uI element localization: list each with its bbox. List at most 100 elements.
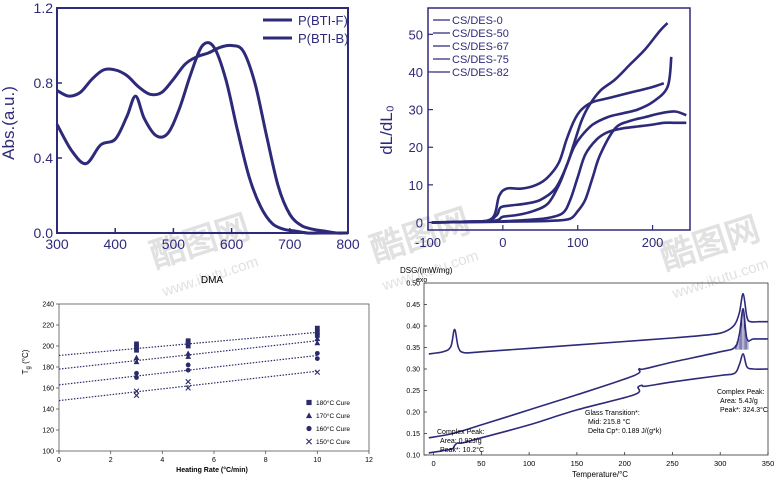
y-axis-label: dL/dL₀ [377,105,396,155]
x-tick-label: 400 [104,236,128,252]
data-point [134,341,139,347]
x-tick-label: 0 [499,235,506,250]
legend: CS/DES-0 CS/DES-50 CS/DES-67 CS/DES-75 C… [433,15,509,79]
y-tick-label: 100 [42,449,54,456]
legend-label: CS/DES-50 [452,28,509,40]
legend-label: CS/DES-0 [452,15,503,27]
x-tick-label: 100 [523,459,536,468]
watermark-3: 酷图网 www.ikutu.com [656,210,771,303]
data-point [314,339,321,346]
annotation-peak-2: Complex Peak: Area: 5.4J/g Peak*: 324.3°… [717,389,768,414]
data-point [134,347,139,353]
annotation-line: Area: 5.4J/g [720,398,758,405]
plot-frame [56,7,349,234]
x-tick-label: -100 [415,235,441,250]
data-point [185,378,191,385]
plot-area: 0 2 4 6 8 10 12 100 120 140 160 180 200 220 240 [42,302,373,465]
y-axis-label-main: T [21,369,30,374]
dsc-curve-2 [428,307,768,439]
series-line-4 [431,121,687,224]
x-tick-label: 200 [642,235,664,250]
series-line-1 [55,41,348,235]
legend-label: 160°C Cure [316,425,350,433]
annotation-line: Peak*: 324.3°C [720,406,768,414]
data-point [314,369,321,376]
x-tick-label: 500 [162,236,186,252]
data-point [185,362,191,368]
data-point [306,438,312,445]
x-tick-label: 12 [365,457,373,464]
annotation-title: Glass Transition*: [585,410,640,417]
annotation-title: Complex Peak: [717,389,765,396]
data-point [185,367,191,373]
annotation-peak-1: Complex Peak: Area: 0.92J/g Peak*: 10.2°… [437,429,485,454]
data-point [306,425,312,432]
plot-area: -100 0 100 200 0 10 20 30 40 50 [409,7,691,250]
y-tick-label: 20 [409,140,423,155]
data-point [134,375,139,380]
dsc-curve-1 [428,292,768,355]
x-tick-label: 0 [57,457,61,464]
y-tick-label: 0 [416,215,423,230]
y-tick-label: 0.0 [34,225,54,241]
x-axis-label: Heating Rate (°C/min) [176,466,248,474]
legend-label: P(BTI-F) [298,13,348,28]
y-axis-label: Tg (°C) [21,349,32,374]
exo-label: exo [416,277,427,284]
legend-label: CS/DES-75 [452,54,509,66]
data-point [134,344,139,350]
x-tick-label: 100 [567,235,589,250]
watermark-1: 酷图网 www.ikutu.com [146,208,261,301]
y-tick-label: 200 [42,344,54,351]
data-point [133,388,140,394]
x-tick-label: 6 [212,457,216,464]
plot-area: 0 50 100 150 200 250 300 350 0.10 0.15 0.20 0.25 0.3… [406,281,774,469]
data-point [314,335,321,342]
data-point [314,325,320,331]
annotation-line: Delta Cp*: 0.189 J/(g*k) [588,428,662,435]
chart-absorbance: 300 400 500 600 700 800 0.0 0.4 0.8 1.2 Abs.(a.u.… [0,0,360,252]
y-tick-label: 120 [42,428,54,435]
series-line-1 [431,22,669,224]
series-line-3 [431,56,673,224]
y-tick-label: 0.50 [406,281,420,288]
y-tick-label: 160 [42,386,54,393]
series-line-5 [431,110,687,224]
y-tick-label: 240 [42,302,54,309]
legend: 180°C Cure 170°C Cure 160°C Cure 150°C Cure [305,399,350,446]
data-point [314,333,320,338]
y-tick-label: 180 [42,365,54,372]
y-tick-label: 0.35 [406,345,420,352]
data-point [133,354,140,360]
annotation-line: Peak*: 10.2°C [440,446,484,454]
y-tick-label: 0.20 [406,410,420,417]
y-tick-label: 0.10 [406,453,420,460]
data-point [185,338,191,344]
y-tick-label: 0.40 [406,324,420,331]
chart-title: DMA [201,275,224,286]
legend-label: 170°C Cure [316,412,350,420]
chart-dma: 0 2 4 6 8 10 12 100 120 140 160 180 200 220 240 DMA He… [21,275,373,474]
y-tick-label: 0.30 [406,367,420,374]
x-tick-label: 800 [336,236,360,252]
x-tick-label: 700 [278,236,302,252]
data-point [314,350,320,356]
y-tick-label: 0.8 [34,75,54,91]
x-tick-label: 50 [477,459,485,468]
x-tick-label: 4 [160,457,164,464]
x-tick-label: 200 [618,459,631,468]
y-tick-label: 140 [42,407,54,414]
annotation-title: Complex Peak: [437,429,485,436]
legend: P(BTI-F) P(BTI-B) [263,13,349,46]
y-tick-label: 1.2 [34,0,54,16]
y-axis-label-unit: (°C) [21,349,30,366]
fit-line-4 [58,370,318,402]
data-point [185,385,191,391]
data-point [306,399,312,406]
legend-label: CS/DES-82 [452,67,509,79]
y-tick-label: 0.25 [406,388,420,395]
x-tick-label: 8 [264,457,268,464]
y-tick-label: 10 [409,178,423,193]
series-line-2 [56,43,349,235]
